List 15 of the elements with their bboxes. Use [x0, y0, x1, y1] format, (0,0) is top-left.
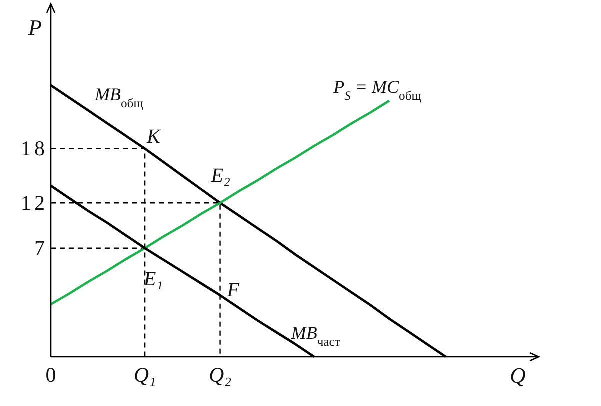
- y-axis-title: P: [28, 15, 42, 40]
- x-tick-label: Q₁: [134, 362, 156, 387]
- annotation: K: [146, 126, 162, 148]
- series-label: MB$_{общ}$: [94, 84, 144, 110]
- series-label: MB$_{част}$: [290, 323, 341, 349]
- annotation: E₂: [210, 165, 231, 188]
- annotation: E₁: [143, 268, 164, 290]
- x-tick-label: 0: [46, 362, 56, 387]
- x-axis-title: Q: [510, 363, 526, 388]
- x-tick-label: Q₂: [209, 362, 232, 387]
- series-label: P$_{S}$ = MC$_{общ}$: [332, 76, 422, 103]
- y-tick-label: 7: [34, 236, 48, 260]
- y-tick-label: 12: [21, 190, 48, 215]
- y-tick-label: 18: [21, 136, 48, 161]
- annotation: F: [226, 279, 240, 302]
